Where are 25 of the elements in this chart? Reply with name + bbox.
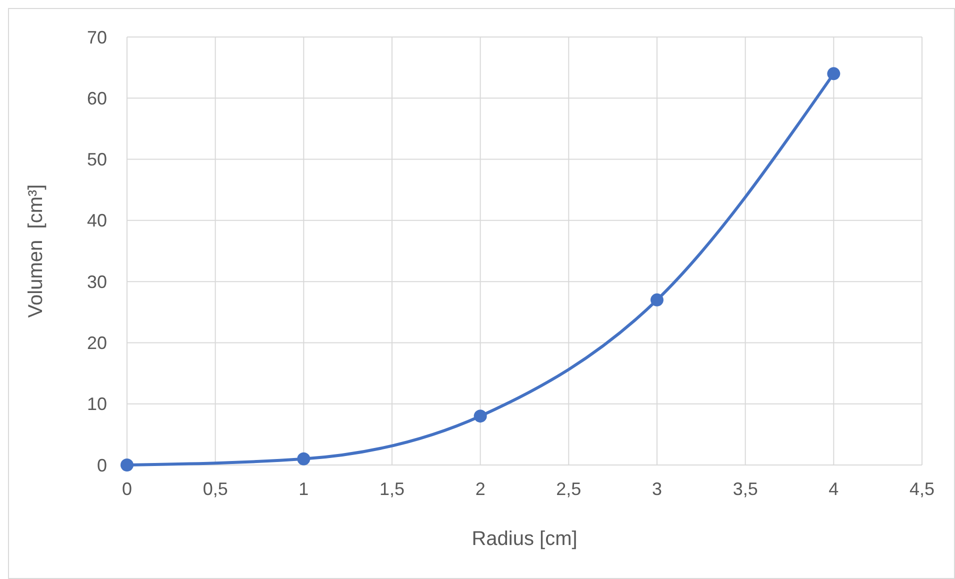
x-tick-label: 3 bbox=[652, 479, 662, 499]
x-tick-label: 2,5 bbox=[556, 479, 582, 499]
point bbox=[120, 458, 134, 472]
x-tick-label: 0,5 bbox=[202, 479, 228, 499]
x-tick-label: 1,5 bbox=[379, 479, 405, 499]
y-tick-label: 50 bbox=[86, 150, 107, 170]
y-tick-label: 40 bbox=[86, 210, 107, 231]
y-tick-label: 0 bbox=[96, 455, 107, 476]
x-tick-label: 1 bbox=[298, 479, 309, 499]
point bbox=[297, 452, 310, 466]
y-axis-title: Volumen [cm³] bbox=[25, 184, 47, 318]
point bbox=[474, 410, 487, 423]
x-tick-label: 4,5 bbox=[909, 479, 935, 499]
y-tick-label: 10 bbox=[86, 394, 107, 414]
point bbox=[827, 67, 840, 80]
x-tick-label: 3,5 bbox=[732, 479, 758, 499]
point bbox=[650, 293, 664, 306]
x-tick-label: 0 bbox=[122, 479, 132, 499]
y-tick-label: 70 bbox=[86, 27, 107, 48]
x-tick-label: 4 bbox=[828, 479, 839, 499]
x-axis-title: Radius [cm] bbox=[472, 528, 578, 550]
y-tick-label: 60 bbox=[86, 88, 107, 108]
y-tick-label: 30 bbox=[86, 272, 107, 292]
y-tick-label: 20 bbox=[86, 333, 107, 354]
x-tick-label: 2 bbox=[475, 479, 486, 499]
